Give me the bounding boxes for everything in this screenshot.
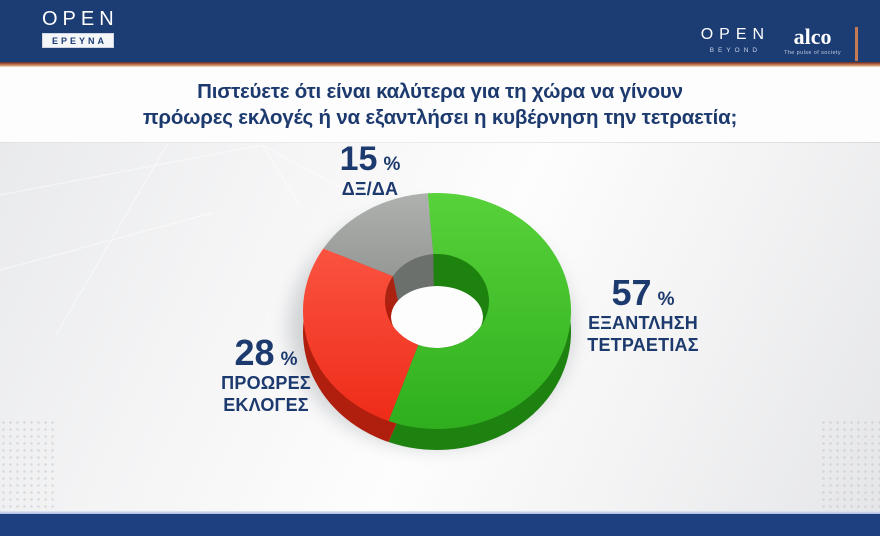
donut-innerwall-2 <box>392 254 434 301</box>
donut-segment-0 <box>388 193 571 430</box>
alco-tagline: The pulse of society <box>784 50 841 56</box>
footer-accent-line <box>0 511 880 514</box>
exhaust-value: 57 <box>611 272 652 313</box>
exhaust-label-line1: ΕΞΑΝΤΛΗΣΗ <box>588 313 698 333</box>
question-line-1: Πιστεύετε ότι είναι καλύτερα για τη χώρα… <box>197 79 683 103</box>
beyond-label: BEYOND <box>709 47 762 54</box>
header-divider-strip <box>0 62 880 67</box>
early-value: 28 <box>234 332 275 373</box>
question-line-2: πρόωρες εκλογές ή να εξαντλήσει η κυβέρν… <box>142 105 738 129</box>
open-beyond-logo: OPEN BEYOND <box>701 26 770 54</box>
donut-innerwall-1 <box>385 276 421 346</box>
dk-percent-sign: % <box>383 154 401 175</box>
halftone-dots-left <box>0 419 55 514</box>
exhaust-label-line2: ΤΕΤΡΑΕΤΙΑΣ <box>587 335 699 355</box>
early-label-line1: ΠΡΟΩΡΕΣ <box>221 373 311 393</box>
open-logo-text: OPEN <box>42 8 119 30</box>
open-beyond-text: OPEN <box>700 26 771 43</box>
callout-early-elections: 28 % ΠΡΟΩΡΕΣ ΕΚΛΟΓΕΣ <box>190 334 342 416</box>
donut-hole <box>391 286 483 348</box>
erevna-badge: ΕΡΕΥΝΑ <box>42 33 114 48</box>
callout-exhaust-term: 57 % ΕΞΑΝΤΛΗΣΗ ΤΕΤΡΑΕΤΙΑΣ <box>562 274 724 356</box>
early-label-line2: ΕΚΛΟΓΕΣ <box>223 395 309 415</box>
donut-segment-2 <box>323 193 434 277</box>
footer-bar <box>0 514 880 536</box>
alco-logo: alco The pulse of society <box>784 24 841 57</box>
dk-label: ΔΞ/ΔΑ <box>341 179 399 199</box>
question-title-band: Πιστεύετε ότι είναι καλύτερα για τη χώρα… <box>0 67 880 142</box>
halftone-dots-right <box>820 419 880 514</box>
dk-value: 15 <box>339 140 378 178</box>
alco-text: alco <box>793 24 832 49</box>
donut-innerwall-0 <box>418 254 489 348</box>
channel-logo: OPEN ΕΡΕΥΝΑ <box>42 8 114 48</box>
donut-chart <box>289 193 573 451</box>
header-right-logos: OPEN BEYOND alco The pulse of society <box>701 26 858 61</box>
early-percent-sign: % <box>280 349 298 370</box>
header-bar: OPEN ΕΡΕΥΝΑ OPEN BEYOND alco The pulse o… <box>0 0 880 62</box>
header-accent-bar <box>855 27 858 61</box>
chart-area <box>270 158 610 488</box>
donut-segment-1 <box>303 248 419 422</box>
exhaust-percent-sign: % <box>657 289 675 310</box>
callout-dk-da: 15 % ΔΞ/ΔΑ <box>285 140 455 200</box>
